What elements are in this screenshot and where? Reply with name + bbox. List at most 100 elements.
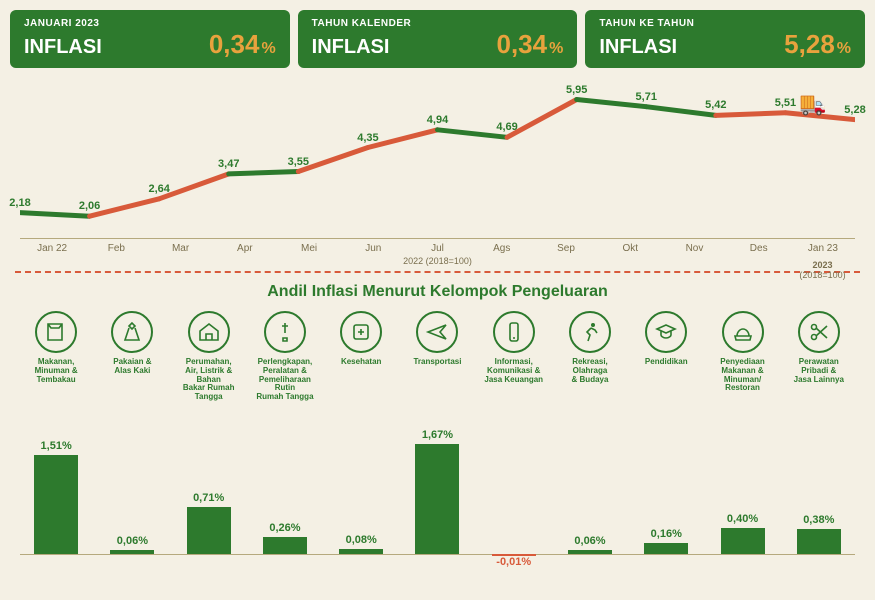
category-tools: Perlengkapan,Peralatan &PemeliharaanRuti… [249,311,321,402]
category-meal: PenyediaanMakanan &Minuman/Restoran [706,311,778,402]
line-point-label: 5,51 [775,97,796,109]
bar [263,537,307,554]
inflation-line-chart: 2,182,062,643,473,554,354,944,695,955,71… [20,83,855,263]
house-icon [188,311,230,353]
bar-value-label: 0,16% [651,528,682,540]
bar-col-3: 0,26% [249,414,321,554]
health-icon [340,311,382,353]
category-icons-row: Makanan,Minuman &Tembakau Pakaian &Alas … [10,311,865,402]
line-point-label: 2,18 [9,197,30,209]
bar-value-label: 1,51% [41,440,72,452]
x-axis-label: Mar [148,243,212,254]
contribution-bar-chart: 1,51% 0,06% 0,71% 0,26% 0,08% 1,67% -0,0… [10,414,865,554]
stat-box-label: INFLASI [24,36,102,59]
header-stat-boxes: JANUARI 2023 INFLASI 0,34% TAHUN KALENDE… [10,10,865,68]
category-food: Makanan,Minuman &Tembakau [20,311,92,402]
line-point-label: 2,06 [79,200,100,212]
category-label: PerawatanPribadi &Jasa Lainnya [794,358,844,384]
bar-value-label: 0,06% [574,535,605,547]
category-house: Perumahan,Air, Listrik &BahanBakar Rumah… [173,311,245,402]
line-chart-x-axis: Jan 22FebMarAprMeiJunJulAgsSepOktNovDesJ… [20,238,855,254]
category-label: Perumahan,Air, Listrik &BahanBakar Rumah… [183,358,235,402]
stat-box-sub: TAHUN KE TAHUN [599,18,851,29]
bar-value-label: 0,71% [193,492,224,504]
bar-chart-baseline [20,554,855,555]
bar-col-4: 0,08% [325,414,397,554]
line-point-label: 5,71 [636,91,657,103]
line-point-label: 5,28 [844,104,865,116]
stat-box-value: 0,34% [497,29,564,60]
line-point-label: 4,35 [357,132,378,144]
dress-icon [111,311,153,353]
line-point-label: 5,42 [705,99,726,111]
stat-box-label: INFLASI [312,36,390,59]
line-point-label: 3,47 [218,158,239,170]
bar-col-2: 0,71% [173,414,245,554]
bar-col-5: 1,67% [401,414,473,554]
grad-icon [645,311,687,353]
line-chart-svg [20,83,855,233]
bar-col-8: 0,16% [630,414,702,554]
plane-icon [416,311,458,353]
category-label: PenyediaanMakanan &Minuman/Restoran [720,358,764,393]
category-plane: Transportasi [401,311,473,402]
stat-box-sub: TAHUN KALENDER [312,18,564,29]
line-point-label: 3,55 [288,156,309,168]
bar-value-label: 0,08% [346,534,377,546]
category-dress: Pakaian &Alas Kaki [96,311,168,402]
scissors-icon [798,311,840,353]
bar [568,550,612,554]
stat-box-value: 5,28% [784,29,851,60]
x-axis-label: Jun [341,243,405,254]
x-axis-note-center: 2022 (2018=100) [20,256,855,266]
phone-icon [493,311,535,353]
section-divider [15,271,860,273]
category-phone: Informasi,Komunikasi &Jasa Keuangan [478,311,550,402]
meal-icon [722,311,764,353]
bar [110,550,154,554]
bar-col-7: 0,06% [554,414,626,554]
bar-value-label: 0,06% [117,535,148,547]
run-icon [569,311,611,353]
x-axis-label: Jan 23 [791,243,855,254]
bar [34,455,78,554]
category-label: Transportasi [413,358,461,367]
bar [721,528,765,554]
bar-value-label: 1,67% [422,429,453,441]
line-point-label: 2,64 [148,183,169,195]
x-axis-label: Nov [662,243,726,254]
category-label: Rekreasi,Olahraga& Budaya [572,358,609,384]
x-axis-label: Ags [470,243,534,254]
category-run: Rekreasi,Olahraga& Budaya [554,311,626,402]
bar-col-10: 0,38% [783,414,855,554]
category-label: Pakaian &Alas Kaki [113,358,151,376]
stat-box-sub: JANUARI 2023 [24,18,276,29]
x-axis-note-right: 2023(2018=100) [790,261,855,281]
category-grad: Pendidikan [630,311,702,402]
category-scissors: PerawatanPribadi &Jasa Lainnya [783,311,855,402]
x-axis-label: Apr [213,243,277,254]
stat-box-value: 0,34% [209,29,276,60]
bar-value-label: -0,01% [496,556,531,568]
category-label: Pendidikan [645,358,688,367]
category-label: Makanan,Minuman &Tembakau [35,358,78,384]
bar-col-6: -0,01% [478,414,550,554]
x-axis-label: Sep [534,243,598,254]
bar-value-label: 0,38% [803,514,834,526]
bar [644,543,688,554]
category-health: Kesehatan [325,311,397,402]
x-axis-label: Jul [405,243,469,254]
category-label: Kesehatan [341,358,381,367]
stat-box-label: INFLASI [599,36,677,59]
stat-box-1: TAHUN KALENDER INFLASI 0,34% [298,10,578,68]
bar [797,529,841,554]
line-point-label: 5,95 [566,84,587,96]
x-axis-label: Feb [84,243,148,254]
category-label: Perlengkapan,Peralatan &PemeliharaanRuti… [256,358,313,402]
line-point-label: 4,69 [496,121,517,133]
stat-box-2: TAHUN KE TAHUN INFLASI 5,28% [585,10,865,68]
bar-col-1: 0,06% [96,414,168,554]
bar [187,507,231,554]
bar-col-9: 0,40% [706,414,778,554]
tools-icon [264,311,306,353]
